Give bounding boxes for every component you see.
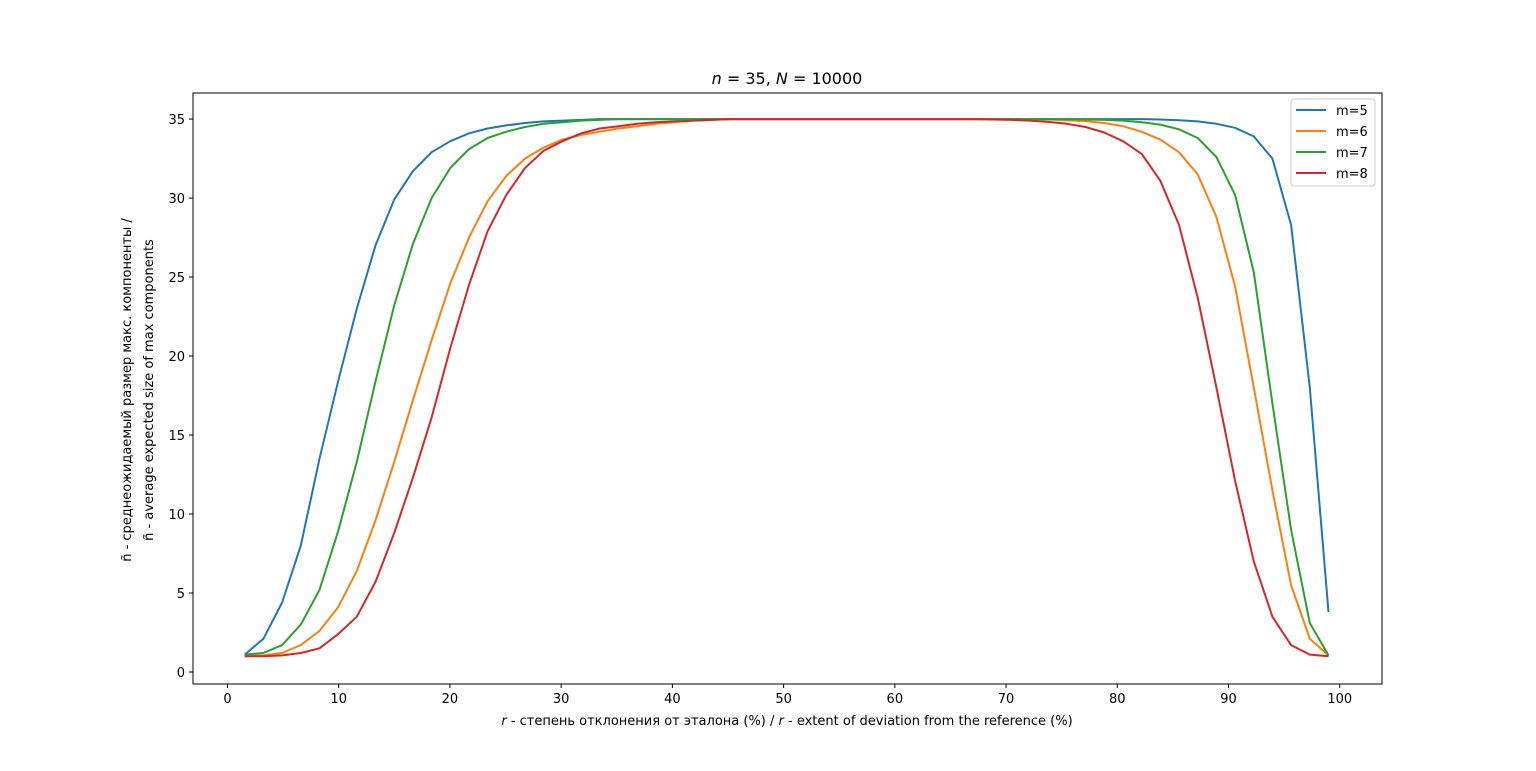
y-tick-label: 10 [168,508,185,523]
y-tick-label: 25 [168,271,185,286]
x-tick-label: 10 [330,692,347,707]
chart-title: n = 35, N = 10000 [712,69,863,88]
title-n-value: = 35, [722,69,776,88]
x-tick-label: 90 [1220,692,1237,707]
series-line-m5 [244,118,1330,656]
legend-label-m5: m=5 [1336,104,1368,119]
x-axis-ticks: 0 10 20 30 40 50 60 70 80 90 100 [223,684,1352,707]
x-tick-label: 70 [998,692,1015,707]
y-tick-label: 20 [168,350,185,365]
x-label-text-en: - extent of deviation from the reference… [784,714,1073,729]
legend-label-m7: m=7 [1336,146,1368,161]
legend-label-m8: m=8 [1336,167,1368,182]
y-tick-label: 30 [168,192,185,207]
x-tick-label: 20 [442,692,459,707]
plot-frame [192,92,1383,685]
legend: m=5 m=6 m=7 m=8 [1290,98,1376,187]
y-axis-label: ñ - среднеожидаемый размер макс. компоне… [120,218,157,562]
x-tick-label: 100 [1327,692,1352,707]
y-tick-label: 35 [168,113,185,128]
y-tick-label: 0 [177,666,185,681]
y-label-line-ru: ñ - среднеожидаемый размер макс. компоне… [120,218,135,562]
title-N-value: = 10000 [788,69,862,88]
legend-frame [1290,98,1376,187]
y-tick-label: 15 [168,429,185,444]
y-label-line-en: ñ - average expected size of max compone… [142,239,157,541]
series-line-m8 [244,118,1329,658]
y-tick-label: 5 [177,587,185,602]
title-n-label: n [712,69,722,88]
y-axis-ticks: 0 5 10 15 20 25 30 35 [168,113,193,681]
x-tick-label: 60 [887,692,904,707]
series-layer [244,118,1330,658]
x-label-text-ru: - степень отклонения от эталона (%) / [507,714,779,729]
x-tick-label: 50 [775,692,792,707]
x-tick-label: 80 [1109,692,1126,707]
x-tick-label: 0 [223,692,231,707]
series-line-m7 [244,118,1330,656]
x-tick-label: 40 [664,692,681,707]
x-tick-label: 30 [553,692,570,707]
x-label-var2: r [779,714,786,729]
legend-label-m6: m=6 [1336,125,1368,140]
series-line-m6 [244,118,1330,658]
x-axis-label: r - степень отклонения от эталона (%) / … [501,714,1072,729]
title-N-label: N [776,69,788,88]
x-label-var: r [501,714,508,729]
